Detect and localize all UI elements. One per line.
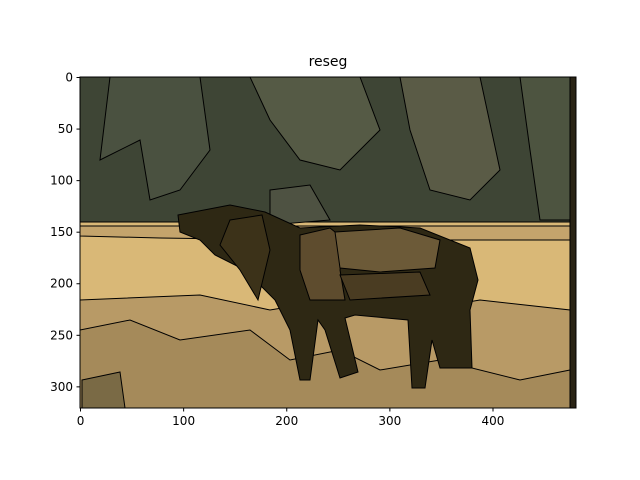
y-tick-label: 50 bbox=[58, 122, 73, 136]
y-tick-label: 200 bbox=[50, 277, 73, 291]
x-tick-label: 300 bbox=[378, 414, 401, 428]
x-tick-label: 0 bbox=[77, 414, 85, 428]
axes-frame bbox=[79, 76, 577, 409]
y-tick-label: 100 bbox=[50, 174, 73, 188]
y-tick-label: 0 bbox=[65, 71, 73, 85]
image bbox=[80, 77, 576, 408]
chart-title: reseg bbox=[309, 54, 348, 70]
y-tick-label: 250 bbox=[50, 328, 73, 342]
y-tick-label: 150 bbox=[50, 225, 73, 239]
x-tick-label: 400 bbox=[482, 414, 505, 428]
ticks: 0 100 200 300 400 0 50 100 150 200 250 300 bbox=[50, 71, 504, 428]
x-tick-label: 100 bbox=[172, 414, 195, 428]
x-tick-label: 200 bbox=[275, 414, 298, 428]
y-tick-label: 300 bbox=[50, 380, 73, 394]
